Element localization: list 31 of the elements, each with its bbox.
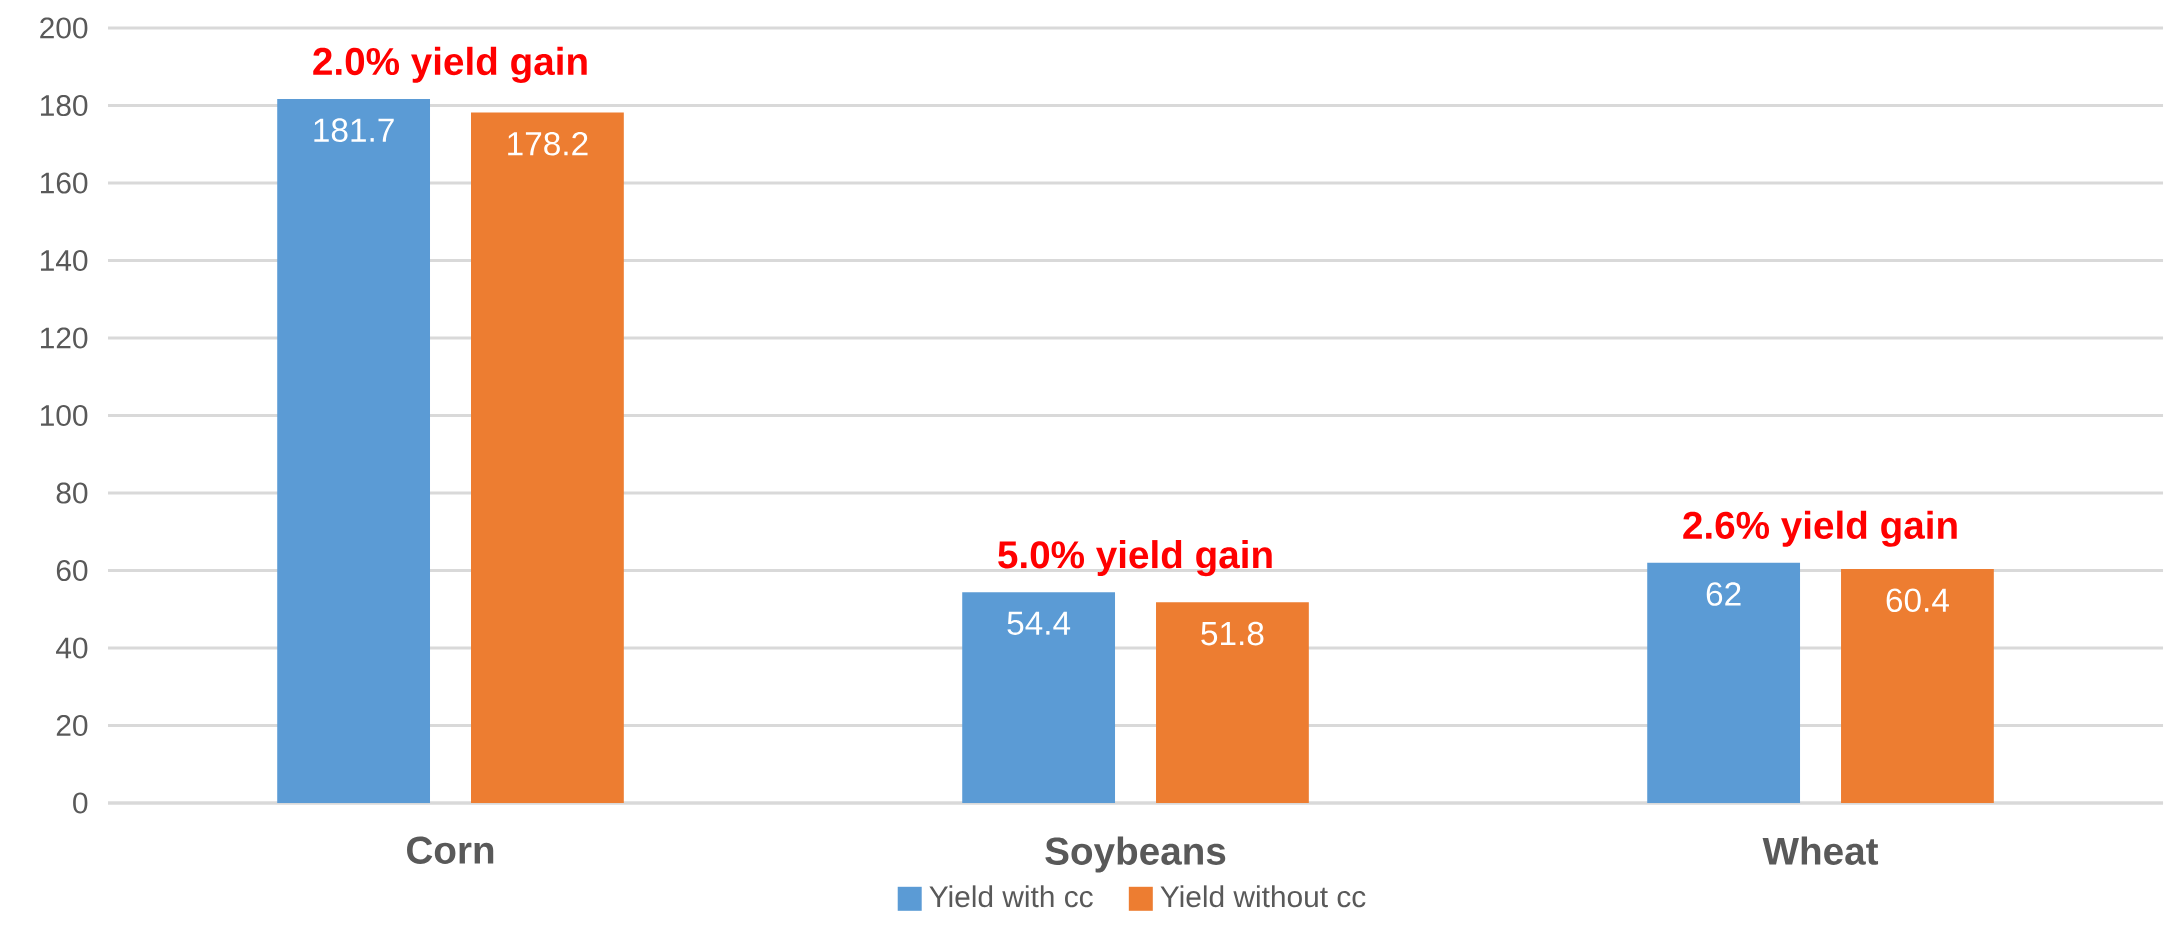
- data-label: 60.4: [1886, 588, 1949, 613]
- y-tick-label: 20: [56, 714, 88, 737]
- y-tick-label: 120: [40, 327, 88, 349]
- data-label: 51.8: [1201, 621, 1264, 646]
- y-tick-label: 60: [56, 559, 88, 582]
- y-tick-label: 140: [40, 249, 88, 272]
- x-tick-label: Wheat: [1762, 836, 1879, 865]
- bar: [1156, 602, 1309, 804]
- y-tick-label: 80: [56, 482, 88, 504]
- y-tick-label: 160: [40, 172, 88, 194]
- bar: [1841, 568, 1994, 804]
- y-tick-label: 200: [40, 17, 88, 39]
- annotation: 2.6% yield gain: [1683, 510, 1957, 547]
- bar: [1647, 562, 1801, 804]
- legend-label: Yield without cc: [1160, 885, 1366, 908]
- data-label: 181.7: [314, 118, 394, 143]
- legend-label: Yield with cc: [929, 885, 1093, 908]
- data-label: 54.4: [1007, 611, 1071, 635]
- y-tick-label: 100: [40, 404, 88, 427]
- x-tick-label: Corn: [407, 836, 494, 864]
- annotation: 5.0% yield gain: [998, 540, 1272, 577]
- y-tick-label: 40: [55, 637, 88, 659]
- x-tick-label: Soybeans: [1045, 836, 1226, 873]
- annotation: 2.0% yield gain: [313, 46, 587, 84]
- bar: [277, 98, 431, 804]
- y-tick-label: 180: [40, 94, 88, 117]
- data-label: 62: [1706, 582, 1741, 606]
- bar: [471, 112, 624, 804]
- data-label: 178.2: [508, 131, 588, 156]
- bar: [962, 592, 1116, 804]
- y-tick-label: 0: [73, 792, 88, 814]
